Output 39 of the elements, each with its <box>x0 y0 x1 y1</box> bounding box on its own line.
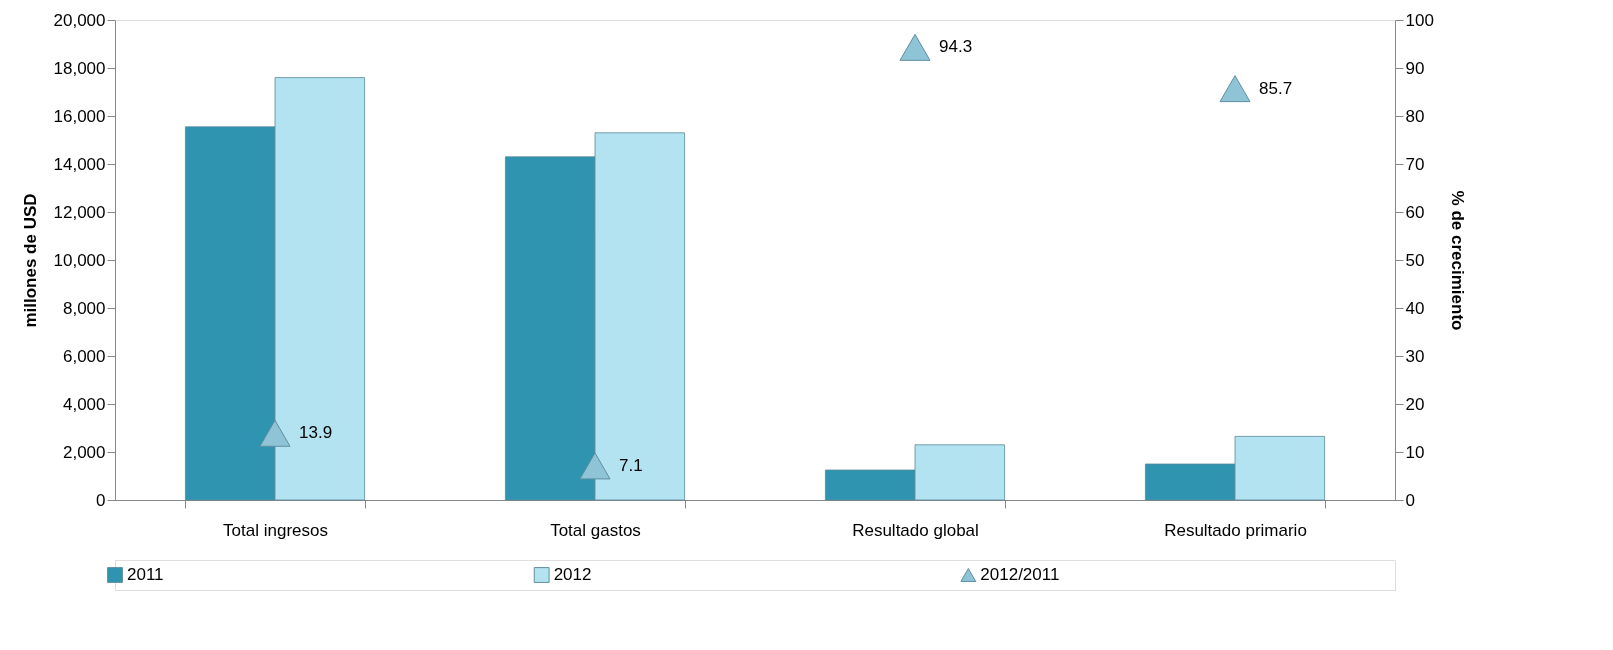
point <box>1219 75 1251 103</box>
y2-tick-label: 10 <box>1405 442 1425 462</box>
y-tick-label: 6,000 <box>62 346 106 366</box>
y-axis-title: millones de USD <box>20 193 40 328</box>
y2-tick-label: 100 <box>1405 10 1434 30</box>
y2-axis-title: % de crecimiento <box>1447 190 1467 331</box>
y2-tick-label: 60 <box>1405 202 1425 222</box>
point <box>259 419 291 447</box>
y-tick-label: 0 <box>96 490 106 510</box>
y-tick-label: 8,000 <box>62 298 106 318</box>
x-tick-label: Resultado primario <box>1164 520 1307 540</box>
y-tick-label: 12,000 <box>53 202 106 222</box>
data-label: 13.9 <box>299 423 333 443</box>
y-tick-label: 2,000 <box>62 442 106 462</box>
x-tick-label: Total ingresos <box>223 520 328 540</box>
y2-tick-label: 0 <box>1405 490 1415 510</box>
y-tick-label: 20,000 <box>53 10 106 30</box>
y2-tick-label: 40 <box>1405 298 1425 318</box>
x-tick-label: Resultado global <box>852 520 979 540</box>
legend-label: 2012 <box>553 565 592 584</box>
y2-tick-label: 20 <box>1405 394 1425 414</box>
legend-label: 2011 <box>127 565 164 584</box>
data-label: 7.1 <box>619 455 643 475</box>
y2-tick-label: 50 <box>1405 250 1425 270</box>
y-tick-label: 10,000 <box>53 250 106 270</box>
data-label: 85.7 <box>1259 78 1293 98</box>
point <box>899 33 931 61</box>
x-tick-label: Total gastos <box>550 520 641 540</box>
y-tick-label: 18,000 <box>53 58 106 78</box>
legend-label: 2012/2011 <box>980 565 1060 584</box>
y-tick-label: 4,000 <box>62 394 106 414</box>
y-tick-label: 16,000 <box>53 106 106 126</box>
y2-tick-label: 80 <box>1405 106 1425 126</box>
y2-tick-label: 90 <box>1405 58 1425 78</box>
data-label: 94.3 <box>939 37 973 57</box>
y2-tick-label: 30 <box>1405 346 1425 366</box>
point <box>579 452 611 480</box>
y-tick-label: 14,000 <box>53 154 106 174</box>
y2-tick-label: 70 <box>1405 154 1425 174</box>
